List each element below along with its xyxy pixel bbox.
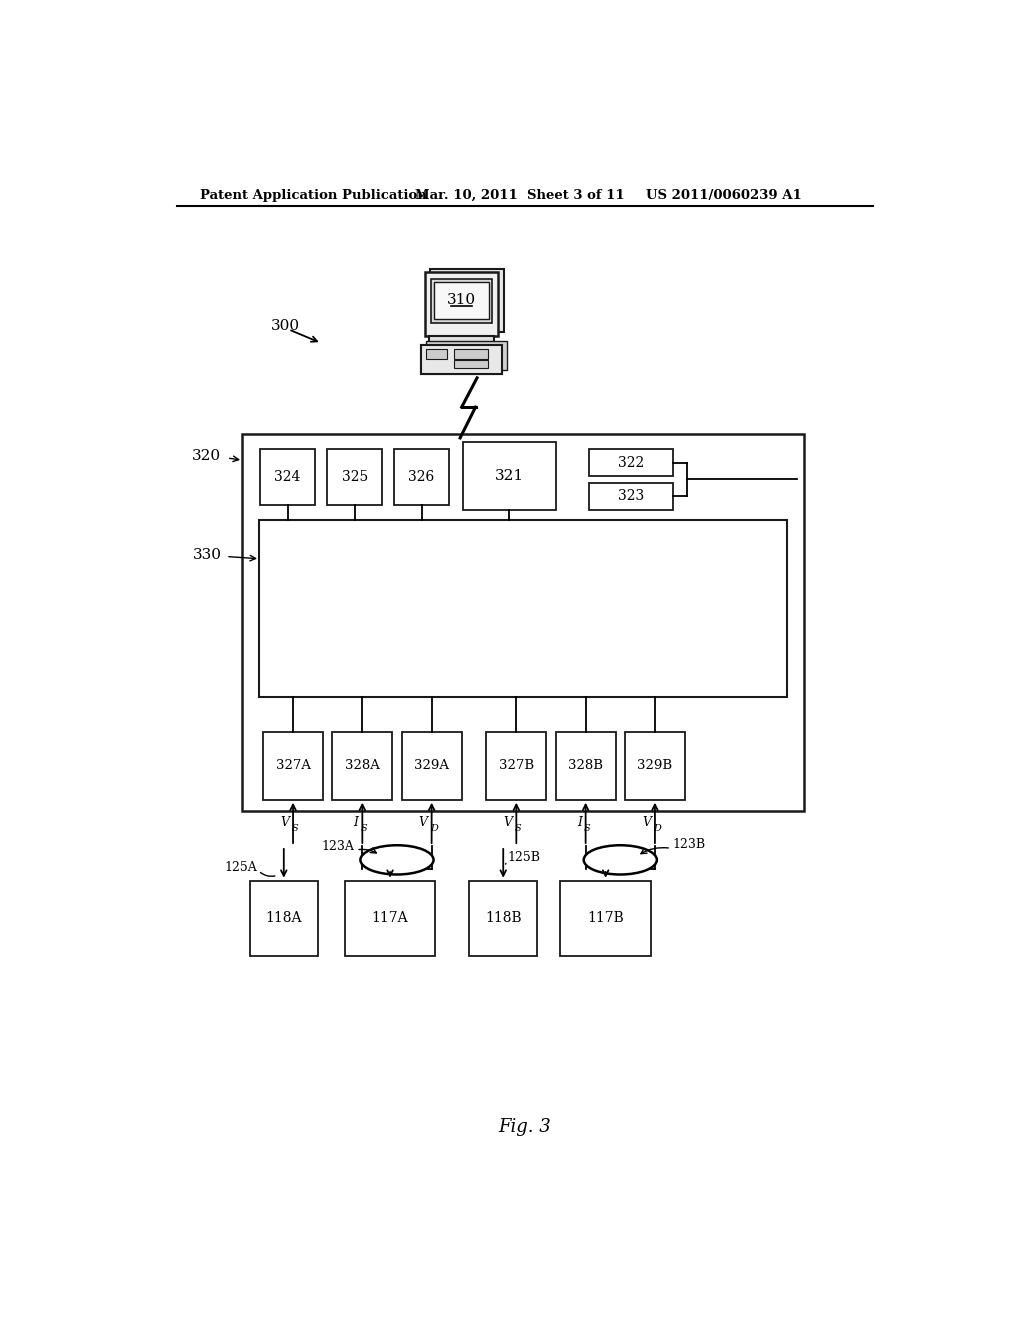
Text: 324: 324 — [274, 470, 301, 484]
Text: US 2011/0060239 A1: US 2011/0060239 A1 — [646, 189, 802, 202]
Text: 328B: 328B — [568, 759, 603, 772]
Text: S: S — [584, 824, 591, 833]
Text: 320: 320 — [193, 449, 221, 462]
Bar — [345, 880, 435, 956]
Text: 327B: 327B — [499, 759, 534, 772]
Text: 328A: 328A — [345, 759, 380, 772]
Bar — [243, 434, 804, 812]
Text: I: I — [577, 816, 582, 829]
Text: Mar. 10, 2011  Sheet 3 of 11: Mar. 10, 2011 Sheet 3 of 11 — [416, 189, 625, 202]
Text: 118A: 118A — [265, 911, 302, 925]
Text: 300: 300 — [270, 319, 300, 333]
Bar — [590, 483, 673, 510]
Text: 310: 310 — [447, 293, 476, 308]
Text: Fig. 3: Fig. 3 — [499, 1118, 551, 1137]
Bar — [426, 341, 507, 370]
Text: 118B: 118B — [485, 911, 521, 925]
Text: 330: 330 — [193, 548, 221, 562]
Bar — [454, 350, 488, 359]
Text: I: I — [353, 816, 358, 829]
Text: S: S — [515, 824, 521, 833]
Bar — [430, 268, 504, 331]
Text: 329A: 329A — [414, 759, 450, 772]
Bar — [263, 733, 323, 800]
Text: Patent Application Publication: Patent Application Publication — [200, 189, 427, 202]
Text: S: S — [360, 824, 368, 833]
Bar — [625, 733, 685, 800]
Bar — [425, 272, 499, 335]
Bar — [250, 880, 317, 956]
Bar — [590, 449, 673, 477]
Text: D: D — [430, 824, 438, 833]
Bar — [421, 345, 502, 374]
Text: 125A: 125A — [224, 861, 257, 874]
Bar — [431, 279, 493, 323]
Text: 329B: 329B — [637, 759, 673, 772]
Text: 326: 326 — [409, 470, 435, 484]
Bar — [486, 733, 547, 800]
Bar — [556, 733, 615, 800]
Text: 123A: 123A — [322, 840, 354, 853]
Bar — [426, 350, 447, 359]
Text: V: V — [281, 816, 289, 829]
Bar — [259, 520, 787, 697]
Text: S: S — [292, 824, 298, 833]
Text: V: V — [419, 816, 428, 829]
Text: 323: 323 — [617, 488, 644, 503]
Text: 321: 321 — [495, 469, 524, 483]
Ellipse shape — [584, 845, 656, 875]
Bar — [327, 450, 382, 506]
Text: 325: 325 — [342, 470, 368, 484]
Bar — [560, 880, 651, 956]
Bar — [260, 450, 315, 506]
Text: V: V — [504, 816, 512, 829]
Text: 327A: 327A — [275, 759, 310, 772]
Text: 123B: 123B — [673, 838, 706, 851]
Bar — [429, 335, 495, 345]
Bar — [454, 360, 488, 368]
Bar — [434, 281, 489, 318]
Bar — [469, 880, 538, 956]
Bar — [463, 442, 556, 510]
Bar — [333, 733, 392, 800]
Bar — [394, 450, 450, 506]
Text: 117A: 117A — [372, 911, 409, 925]
Bar — [421, 345, 502, 374]
Text: 322: 322 — [617, 455, 644, 470]
Ellipse shape — [360, 845, 433, 875]
Bar — [401, 733, 462, 800]
Text: V: V — [642, 816, 651, 829]
Text: 117B: 117B — [588, 911, 624, 925]
Text: D: D — [653, 824, 662, 833]
Text: 125B: 125B — [507, 851, 540, 865]
